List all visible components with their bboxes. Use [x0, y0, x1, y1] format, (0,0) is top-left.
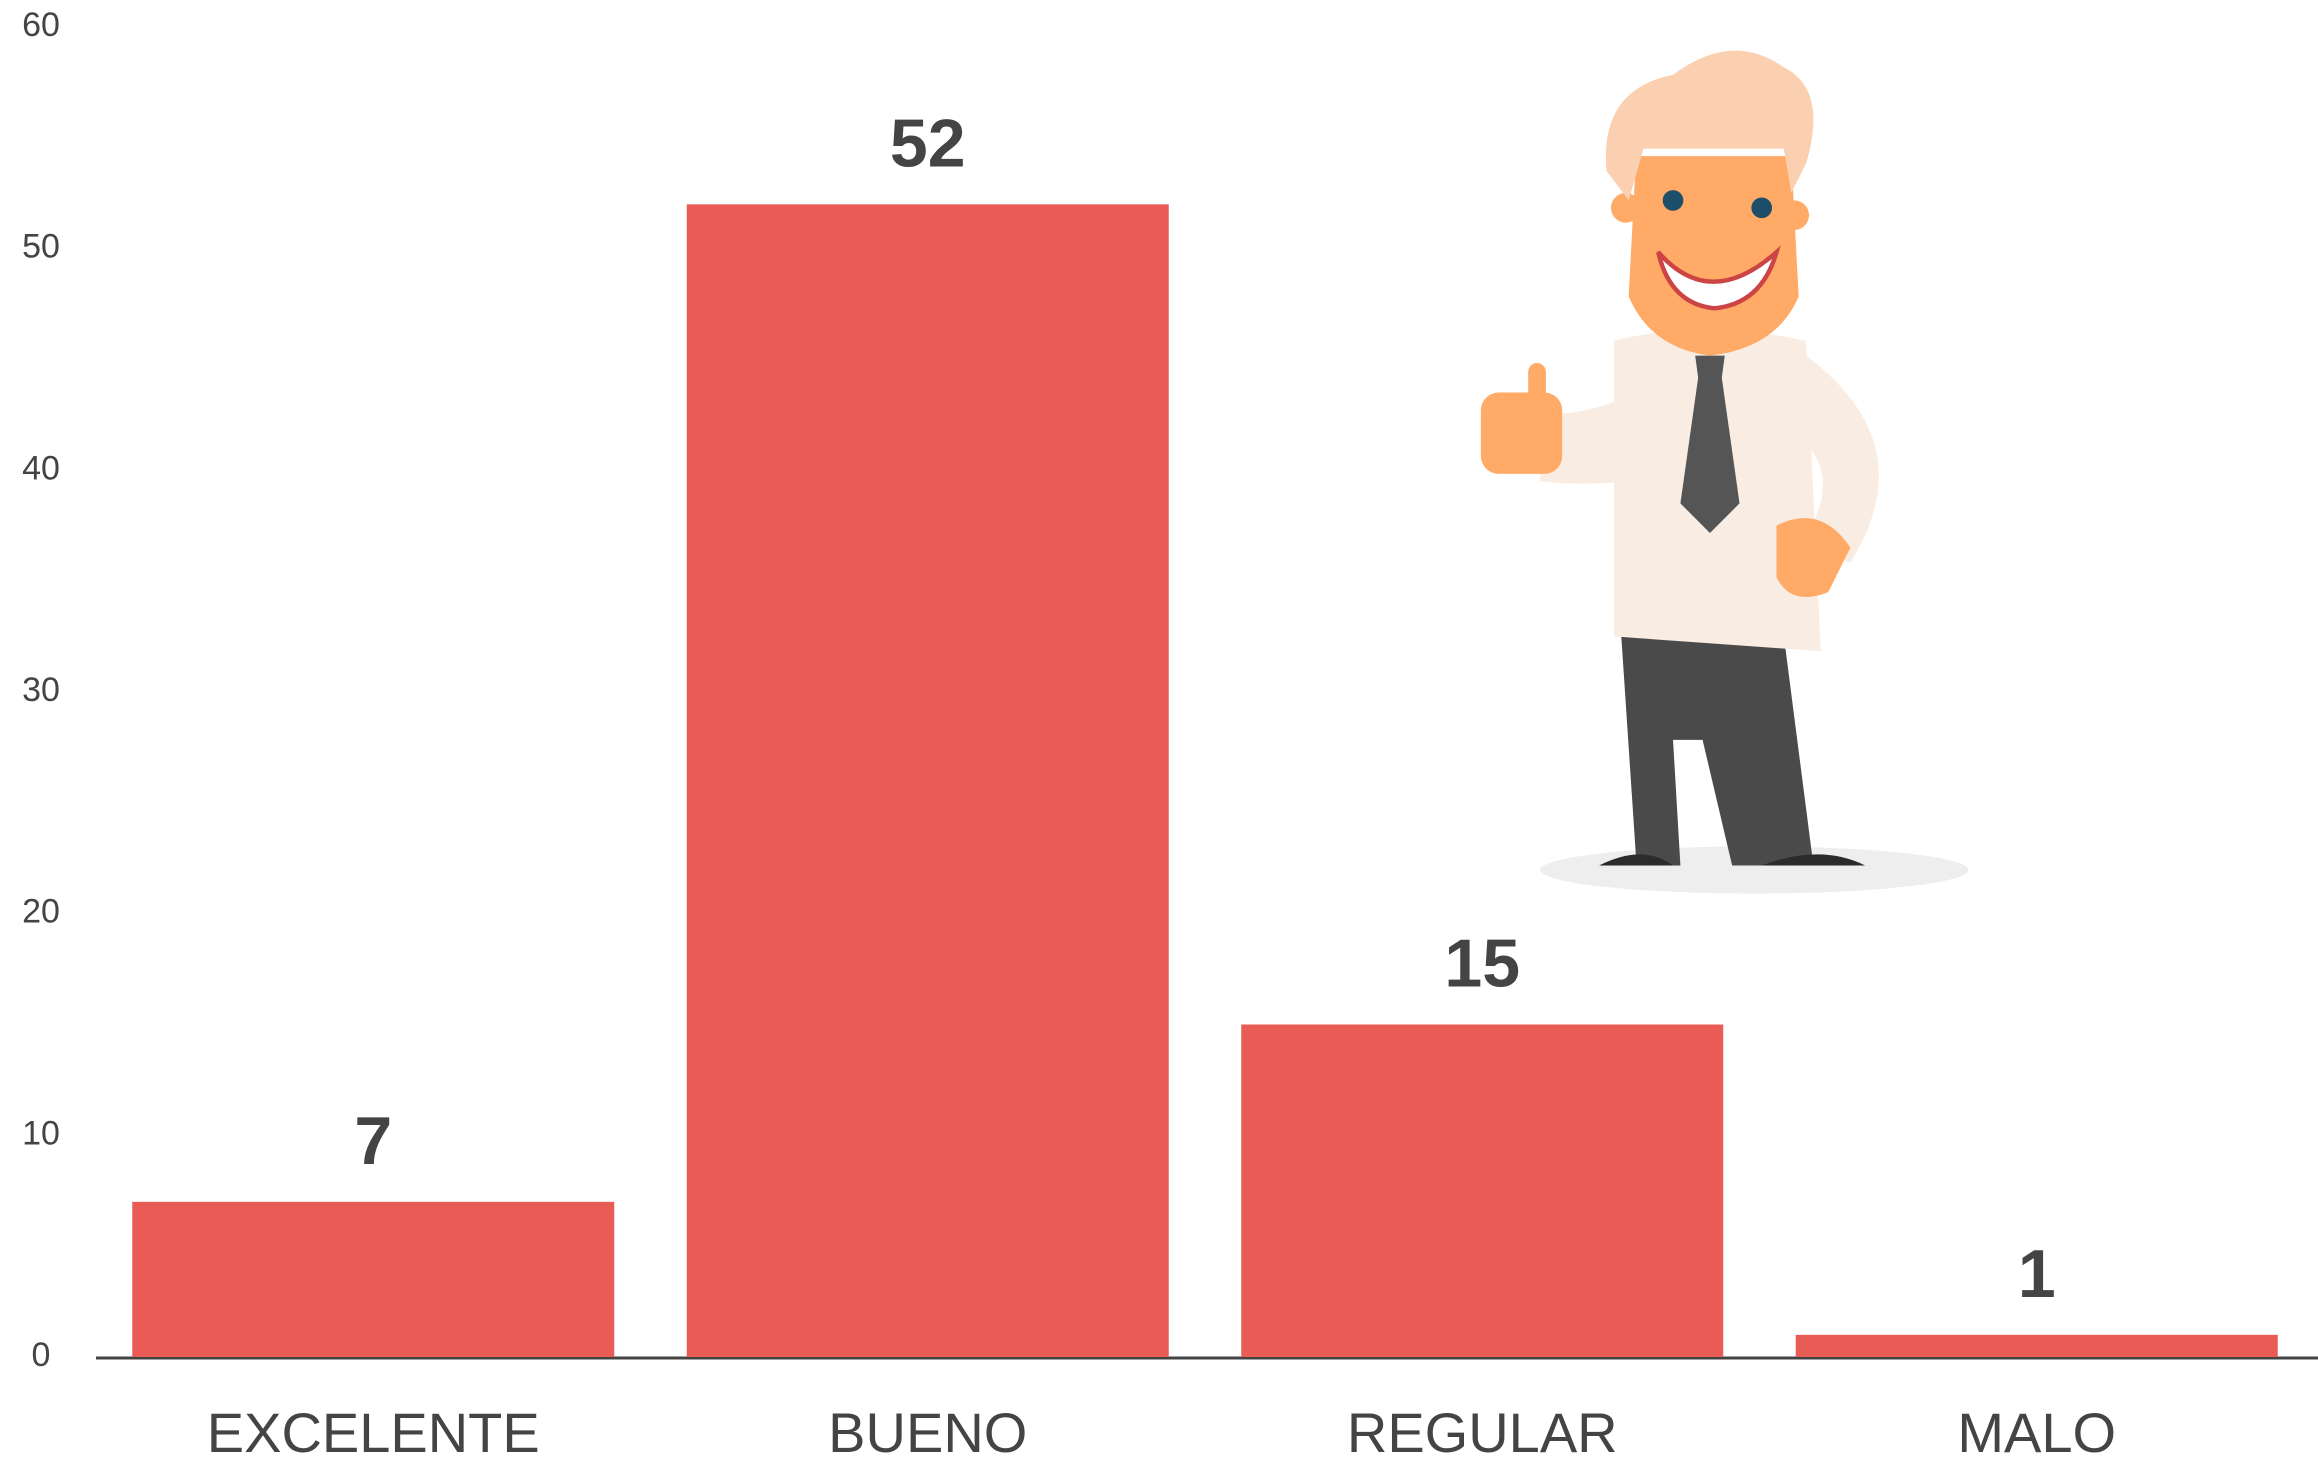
y-tick-label: 50	[22, 228, 60, 266]
x-tick-label: BUENO	[828, 1401, 1027, 1464]
y-tick-label: 40	[22, 449, 60, 487]
value-label: 1	[2018, 1236, 2056, 1312]
bar	[687, 204, 1169, 1357]
value-label: 15	[1444, 925, 1520, 1001]
bar	[132, 1202, 614, 1357]
x-tick-label: MALO	[1957, 1401, 2116, 1464]
page: {"chart_data": {"type": "bar", "categori…	[0, 0, 2318, 1467]
bar	[1796, 1335, 2278, 1357]
y-tick-label: 10	[22, 1114, 60, 1152]
x-tick-label: EXCELENTE	[207, 1401, 540, 1464]
bar	[1241, 1025, 1723, 1358]
y-tick-label: 30	[22, 671, 60, 709]
y-tick-label: 0	[32, 1336, 51, 1374]
value-label: 7	[354, 1103, 392, 1179]
cartoon-man	[1481, 51, 1969, 894]
y-tick-label: 20	[22, 893, 60, 931]
value-label: 52	[890, 105, 966, 181]
y-tick-label: 60	[22, 6, 60, 44]
x-tick-label: REGULAR	[1347, 1401, 1618, 1464]
chart: 0 10 20 30 40 50 60 7 EXCELENTE 52 BUENO 15 REGULAR 1…	[0, 0, 2318, 1467]
